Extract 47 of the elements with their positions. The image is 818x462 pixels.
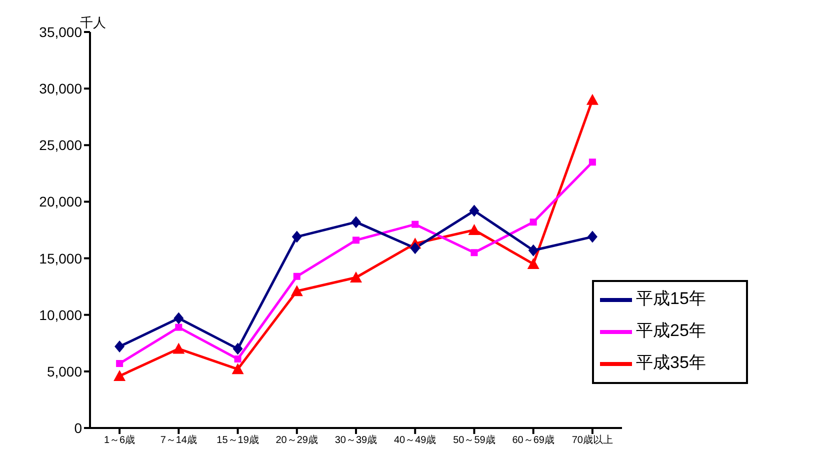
y-tick-label: 35,000 xyxy=(39,24,82,40)
y-tick-label: 5,000 xyxy=(46,363,82,380)
x-tick-label: 7～14歳 xyxy=(160,434,198,446)
legend-label: 平成25年 xyxy=(636,321,706,340)
x-tick-label: 20～29歳 xyxy=(276,434,318,446)
x-tick-label: 50～59歳 xyxy=(453,434,496,446)
legend-label: 平成35年 xyxy=(636,353,706,372)
x-tick-label: 1～6歳 xyxy=(104,434,136,446)
x-tick-label: 40～49歳 xyxy=(394,434,436,446)
point xyxy=(528,244,538,256)
point xyxy=(114,340,125,353)
point xyxy=(470,249,478,256)
y-tick-label: 25,000 xyxy=(39,137,82,154)
point xyxy=(586,94,598,105)
x-tick-label: 70歳以上 xyxy=(572,434,614,446)
point xyxy=(293,272,300,280)
point xyxy=(290,285,303,296)
y-axis-title: 千人 xyxy=(80,14,106,30)
point xyxy=(175,324,182,331)
point xyxy=(588,158,596,166)
legend-label: 平成15年 xyxy=(636,289,706,308)
point xyxy=(351,216,361,228)
x-tick-label: 30～39歳 xyxy=(334,434,378,446)
point xyxy=(172,342,185,354)
point xyxy=(292,230,302,243)
point xyxy=(350,272,362,283)
x-tick-label: 60～69歳 xyxy=(512,434,554,446)
point xyxy=(410,242,420,254)
point xyxy=(352,236,360,244)
point xyxy=(232,363,244,374)
point xyxy=(527,258,540,269)
point xyxy=(530,218,537,226)
x-tick-label: 15～19歳 xyxy=(216,434,259,446)
y-tick-label: 0 xyxy=(74,420,82,436)
y-tick-label: 20,000 xyxy=(39,194,82,210)
point xyxy=(114,370,126,381)
y-tick-label: 15,000 xyxy=(39,250,82,266)
y-tick-label: 10,000 xyxy=(39,306,82,323)
y-tick-label: 30,000 xyxy=(39,80,82,97)
point xyxy=(116,360,124,368)
point xyxy=(412,220,419,228)
point xyxy=(234,355,242,362)
point xyxy=(174,312,184,324)
point xyxy=(469,204,480,217)
point xyxy=(232,342,243,355)
point xyxy=(587,230,598,243)
point xyxy=(468,224,480,235)
